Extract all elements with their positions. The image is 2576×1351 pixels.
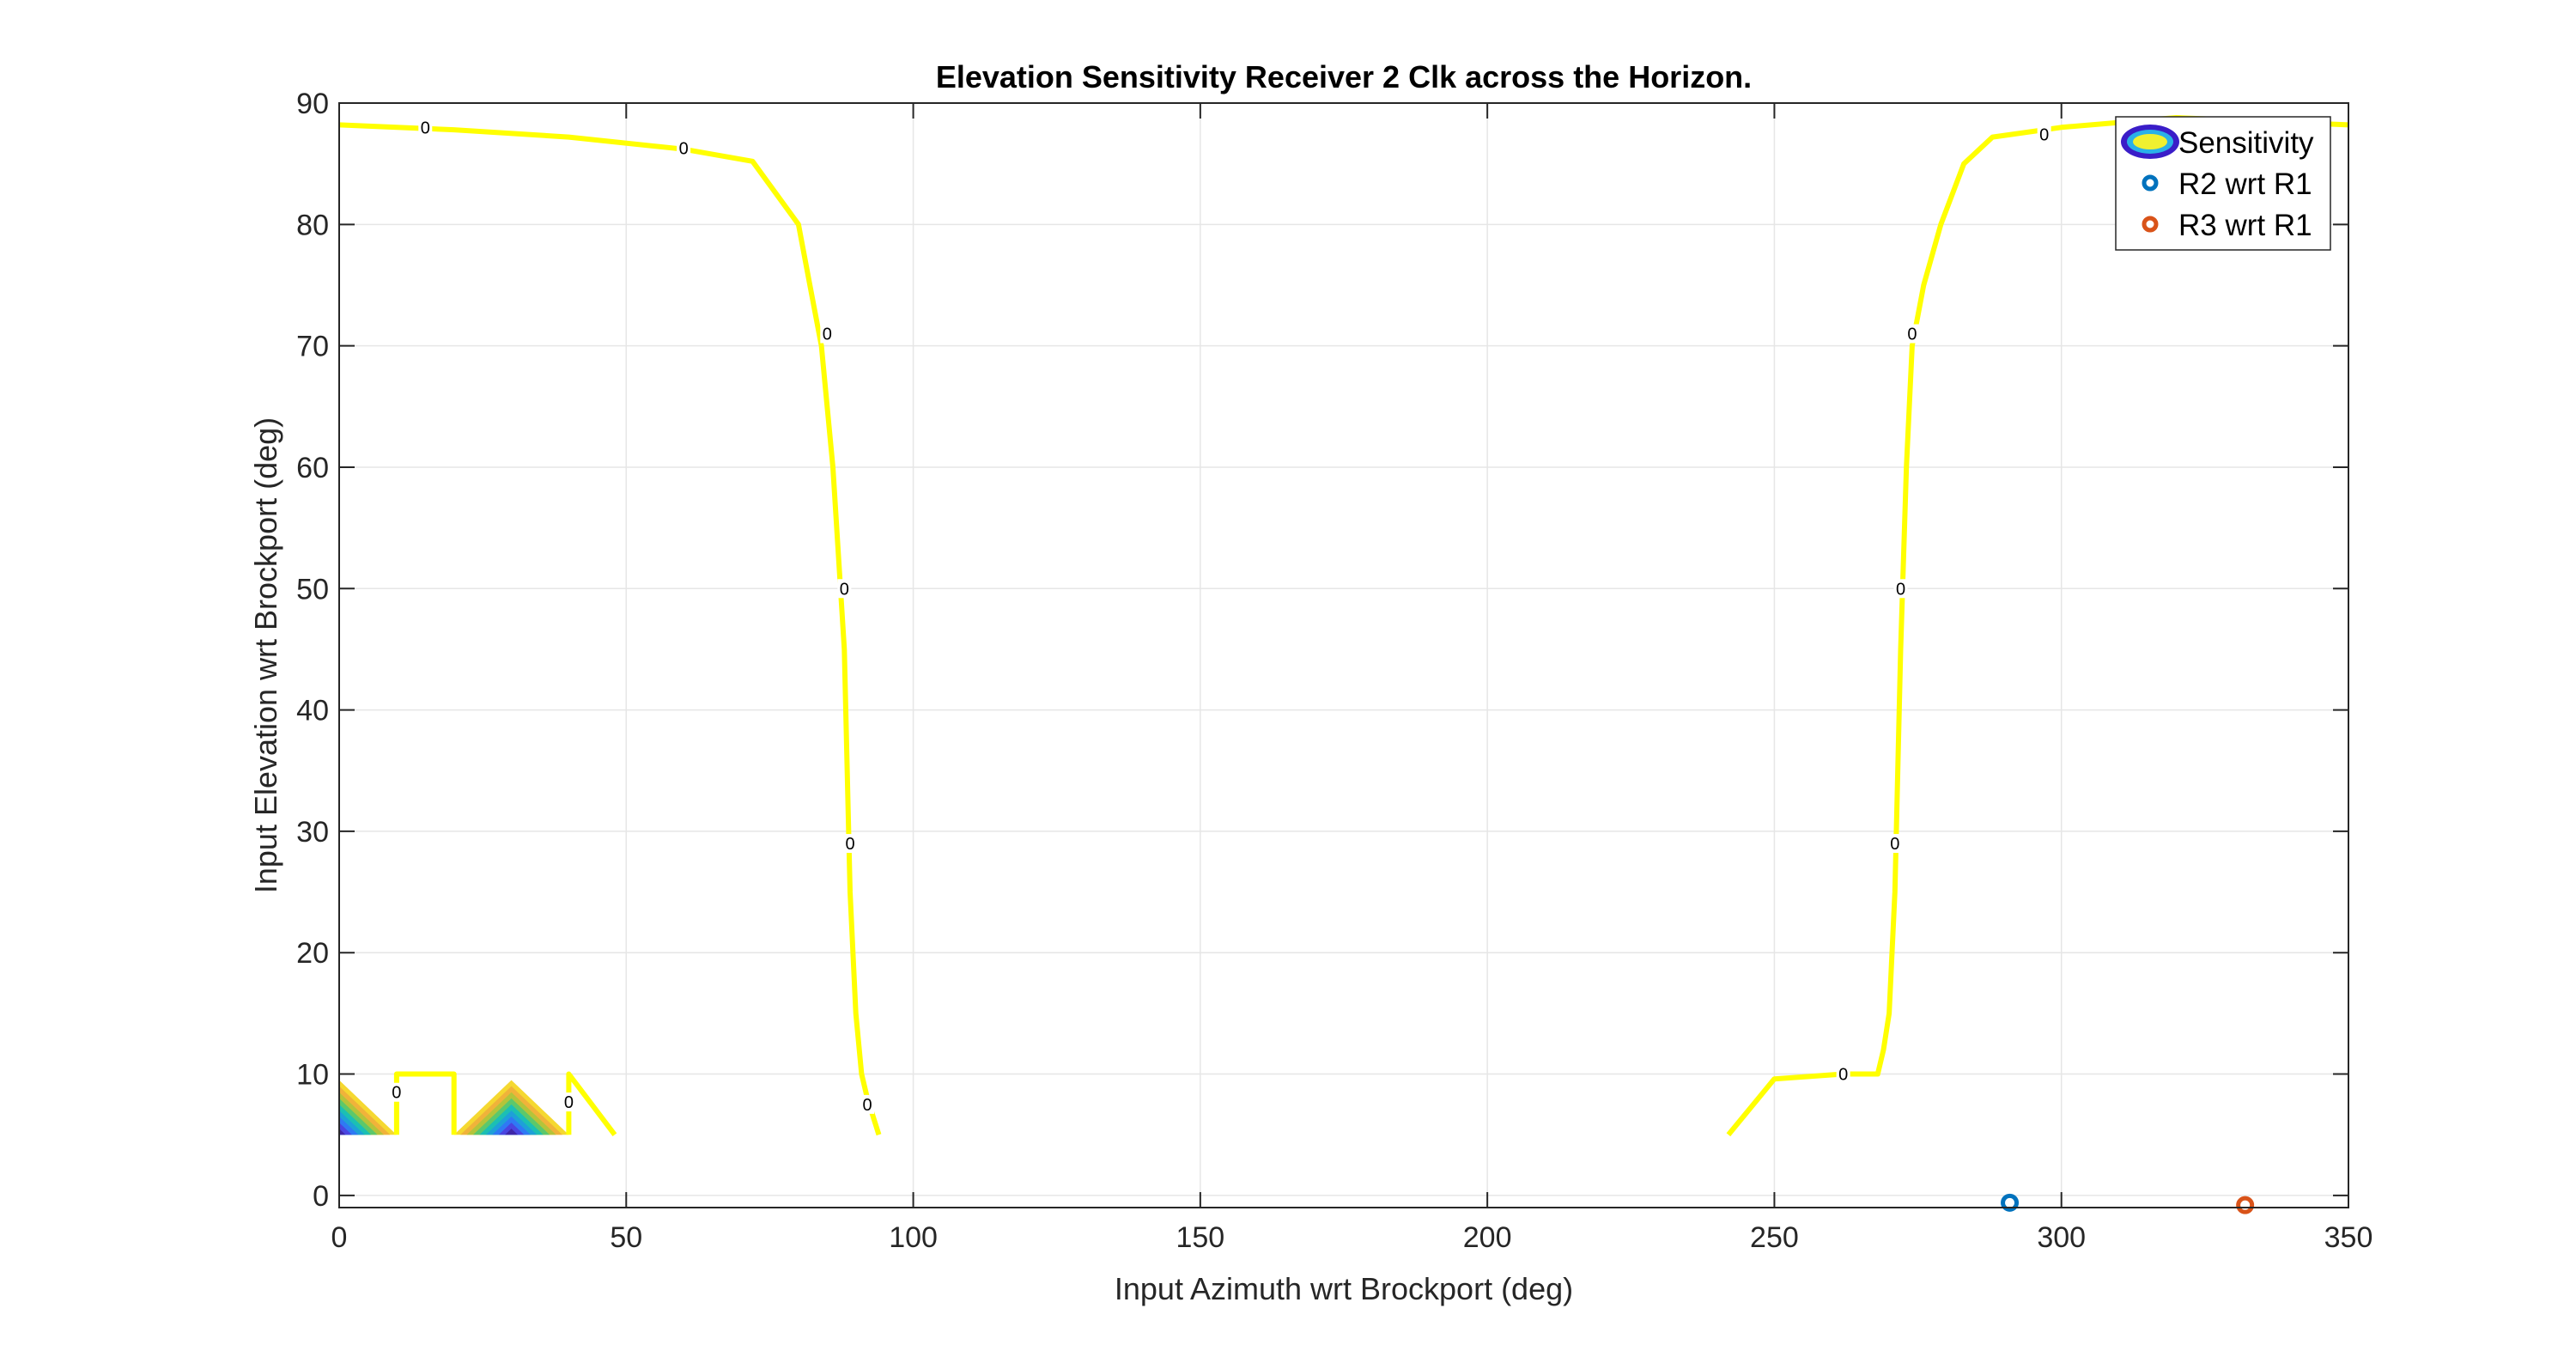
wedge-left-band-7 <box>339 1123 352 1135</box>
legend[interactable]: Sensitivity R2 wrt R1 R3 wrt R1 <box>2115 116 2331 251</box>
contour-labels: 0 0 0 0 0 0 0 0 0 0 0 0 0 <box>389 118 2051 1115</box>
contour-label-7: 0 <box>564 1093 574 1112</box>
scatter-markers <box>2001 1193 2255 1214</box>
chart-title: Elevation Sensitivity Receiver 2 Clk acr… <box>936 59 1752 94</box>
wedge-center-band-8 <box>505 1129 518 1135</box>
axis-ticks: 0 50 100 150 200 250 300 350 0 10 20 30 40 50 60 70 80 90 <box>296 88 2372 1254</box>
contour-label-bg-0 <box>418 118 433 137</box>
contour-label-bg-12 <box>2037 125 2051 144</box>
contour-label-6: 0 <box>392 1084 401 1103</box>
contour-label-9: 0 <box>1890 835 1899 854</box>
y-tick-label-40: 40 <box>296 695 329 727</box>
y-tick-label-60: 60 <box>296 452 329 484</box>
contour-label-bg-4 <box>843 834 858 854</box>
legend-label-sensitivity: Sensitivity <box>2178 126 2314 160</box>
contour-label-bg-8 <box>1836 1064 1850 1084</box>
x-tick-label-350: 350 <box>2324 1221 2373 1254</box>
contour-label-bg-10 <box>1893 579 1908 599</box>
left-zero-contour <box>338 122 882 1136</box>
y-tick-label-10: 10 <box>296 1059 329 1092</box>
y-tick-label-0: 0 <box>313 1180 329 1213</box>
y-tick-label-80: 80 <box>296 209 329 241</box>
r2-wrt-r1-marker-0 <box>2001 1193 2020 1212</box>
y-axis-label: Input Elevation wrt Brockport (deg) <box>248 417 283 893</box>
right-zero-contour <box>1726 115 2349 1137</box>
legend-label-r2: R2 wrt R1 <box>2178 167 2312 201</box>
contour-label-10: 0 <box>1896 580 1905 599</box>
y-tick-label-50: 50 <box>296 573 329 606</box>
contour-label-2: 0 <box>823 326 832 344</box>
x-tick-label-50: 50 <box>610 1221 642 1254</box>
x-tick-label-150: 150 <box>1176 1221 1224 1254</box>
filled-contour-wedges <box>339 1080 569 1135</box>
legend-r3-marker-icon <box>2142 216 2159 233</box>
r3-wrt-r1-marker-0 <box>2236 1196 2255 1214</box>
contour-label-4: 0 <box>845 835 854 854</box>
contour-label-bg-11 <box>1905 324 1919 344</box>
x-tick-label-100: 100 <box>889 1221 938 1254</box>
contour-label-bg-2 <box>820 324 835 344</box>
contour-label-bg-5 <box>860 1094 875 1114</box>
contour-label-8: 0 <box>1838 1066 1848 1085</box>
wedge-left <box>339 1080 397 1135</box>
y-tick-label-20: 20 <box>296 937 329 970</box>
legend-label-r3: R3 wrt R1 <box>2178 209 2312 242</box>
legend-sensitivity-icon <box>2121 125 2179 159</box>
contour-label-11: 0 <box>1907 326 1917 344</box>
bottom-left-zero-contour <box>393 1071 457 1135</box>
contour-label-bg-7 <box>562 1092 576 1112</box>
contour-label-bg-3 <box>837 579 852 599</box>
axes-box <box>338 102 2349 1208</box>
axes-background <box>339 103 2348 1208</box>
x-tick-label-200: 200 <box>1463 1221 1512 1254</box>
contour-lines <box>338 115 2349 1137</box>
contour-label-5: 0 <box>863 1096 872 1115</box>
contour-label-bg-6 <box>389 1082 404 1102</box>
contour-label-bg-9 <box>1887 834 1902 854</box>
contour-label-1: 0 <box>679 139 689 158</box>
contour-label-12: 0 <box>2039 126 2049 145</box>
x-tick-label-300: 300 <box>2037 1221 2086 1254</box>
x-tick-label-250: 250 <box>1750 1221 1799 1254</box>
contour-label-0: 0 <box>421 119 430 137</box>
x-tick-label-0: 0 <box>331 1221 348 1254</box>
bottom-left-diagonal-contour <box>566 1071 617 1137</box>
contour-label-bg-1 <box>677 138 691 158</box>
wedge-center <box>453 1080 569 1135</box>
y-tick-label-30: 30 <box>296 816 329 849</box>
y-tick-label-90: 90 <box>296 88 329 120</box>
x-axis-label: Input Azimuth wrt Brockport (deg) <box>1115 1271 1573 1306</box>
contour-label-3: 0 <box>840 580 849 599</box>
legend-r2-marker-icon <box>2142 174 2159 192</box>
y-tick-label-70: 70 <box>296 331 329 363</box>
wedge-left-band-8 <box>339 1129 346 1135</box>
